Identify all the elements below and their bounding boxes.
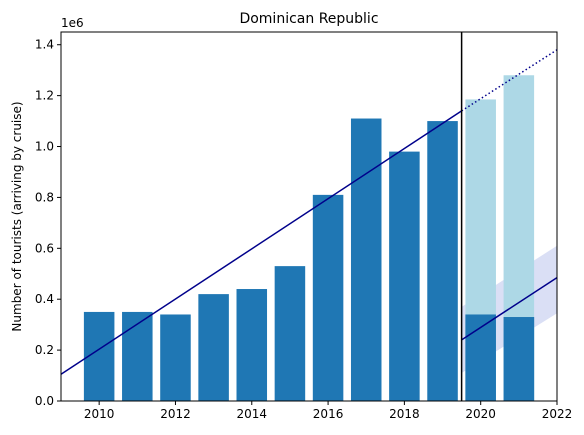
- y-tick-label-4: 0.8: [35, 190, 54, 204]
- y-axis-ticks: 0.0 0.2 0.4 0.6 0.8 1.0 1.2 1.4: [35, 38, 61, 408]
- bar-2013: [198, 294, 229, 401]
- bar-2014: [236, 289, 268, 401]
- bar-2015: [274, 266, 306, 401]
- x-tick-label-2022: 2022: [542, 407, 573, 421]
- y-tick-label-3: 0.6: [35, 241, 54, 255]
- x-tick-label-2020: 2020: [465, 407, 496, 421]
- post-trend-line: [461, 276, 558, 341]
- bar-2018: [389, 151, 420, 401]
- y-tick-label-0: 0.0: [35, 394, 54, 408]
- x-axis-ticks: 2010 2012 2014 2016 2018 2020 2022: [84, 401, 572, 421]
- y-tick-label-2: 0.4: [35, 292, 54, 306]
- bar-2016: [312, 194, 344, 401]
- pre-trend-line: [60, 110, 463, 375]
- bar-overlay-2021: [503, 317, 535, 401]
- bar-overlay-2020: [465, 314, 496, 401]
- y-tick-label-1: 0.2: [35, 343, 54, 357]
- plot-frame: [60, 31, 558, 402]
- x-tick-label-2012: 2012: [160, 407, 191, 421]
- bar-2017: [350, 118, 382, 401]
- bar-2011: [122, 311, 153, 401]
- chart-title: Dominican Republic: [239, 11, 378, 27]
- y-axis-label: Number of tourists (arriving by cruise): [10, 101, 24, 331]
- x-tick-label-2014: 2014: [236, 407, 267, 421]
- y-tick-label-7: 1.4: [35, 38, 54, 52]
- y-axis-offset-text: 1e6: [61, 16, 84, 30]
- trend-extension-dotted: [461, 49, 558, 112]
- bar-2019: [427, 121, 458, 401]
- y-tick-label-6: 1.2: [35, 89, 54, 103]
- x-tick-label-2018: 2018: [389, 407, 420, 421]
- x-tick-label-2016: 2016: [313, 407, 344, 421]
- bar-layer: [83, 75, 535, 401]
- bar-2012: [160, 314, 191, 401]
- x-tick-label-2010: 2010: [84, 407, 115, 421]
- y-tick-label-5: 1.0: [35, 140, 54, 154]
- trend-line-layer: [60, 32, 558, 401]
